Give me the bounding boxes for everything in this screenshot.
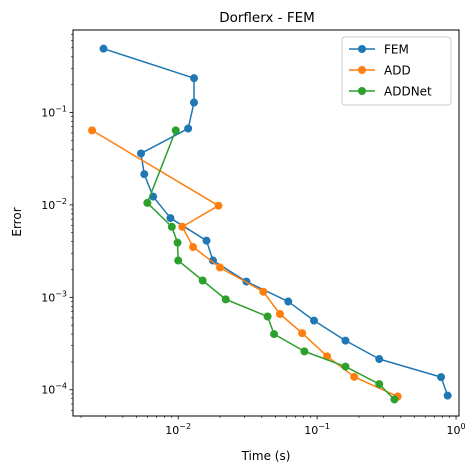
y-axis-label: Error xyxy=(10,207,24,236)
y-tick-label: 10−3 xyxy=(41,289,67,304)
legend-item-fem: FEM xyxy=(349,43,409,57)
data-point-fem xyxy=(136,149,145,158)
legend-label-add: ADD xyxy=(384,64,411,78)
data-point-add xyxy=(214,201,223,210)
data-point-fem xyxy=(202,236,211,245)
legend-item-addnet: ADDNet xyxy=(349,85,432,99)
data-point-addnet xyxy=(263,312,272,321)
data-point-add xyxy=(215,263,224,272)
data-point-fem xyxy=(341,336,350,345)
data-point-addnet xyxy=(375,380,384,389)
x-tick-label: 100 xyxy=(447,422,466,437)
data-point-fem xyxy=(284,297,293,306)
data-point-fem xyxy=(166,214,175,223)
data-point-addnet xyxy=(171,126,180,135)
data-point-fem xyxy=(375,355,384,364)
data-point-add xyxy=(259,287,268,296)
legend-item-add: ADD xyxy=(349,64,411,78)
data-point-addnet xyxy=(341,362,350,371)
data-point-fem xyxy=(443,391,452,400)
data-point-add xyxy=(178,222,187,231)
data-point-fem xyxy=(99,44,108,53)
data-point-fem xyxy=(208,256,217,265)
y-tick-label: 10−4 xyxy=(41,382,67,397)
legend-marker-add xyxy=(358,66,366,74)
legend: FEM ADD ADDNet xyxy=(341,36,452,106)
x-tick-label: 10−2 xyxy=(165,422,191,437)
data-point-addnet xyxy=(173,238,182,247)
data-point-addnet xyxy=(174,256,183,265)
axis-ticks: 10−2 10−1 100 10−4 10−3 10−2 10−1 xyxy=(41,34,466,437)
data-point-fem xyxy=(184,124,193,133)
legend-marker-addnet xyxy=(358,87,366,95)
x-tick-label: 10−1 xyxy=(304,422,330,437)
y-tick-label: 10−1 xyxy=(41,104,67,119)
y-tick-label: 10−2 xyxy=(41,197,67,212)
data-point-add xyxy=(298,329,307,338)
data-point-addnet xyxy=(270,330,279,339)
data-point-add xyxy=(189,243,198,252)
plot-area xyxy=(88,44,452,404)
data-point-addnet xyxy=(167,222,176,231)
data-point-addnet xyxy=(390,395,399,404)
data-point-add xyxy=(350,372,359,381)
data-point-add xyxy=(88,126,97,135)
data-point-fem xyxy=(140,170,149,179)
legend-label-addnet: ADDNet xyxy=(384,85,432,99)
data-point-addnet xyxy=(198,276,207,285)
legend-label-fem: FEM xyxy=(384,43,409,57)
x-axis-label: Time (s) xyxy=(241,449,291,463)
data-point-addnet xyxy=(143,198,152,207)
chart-title: Dorflerx - FEM xyxy=(219,10,315,26)
data-point-addnet xyxy=(221,295,230,304)
data-point-fem xyxy=(310,316,319,325)
series-addnet xyxy=(143,126,399,404)
data-point-fem xyxy=(190,98,199,107)
data-point-fem xyxy=(190,74,199,83)
legend-box xyxy=(341,36,452,106)
legend-marker-fem xyxy=(358,45,366,53)
data-point-add xyxy=(275,309,284,318)
axes-frame xyxy=(72,29,460,417)
data-point-addnet xyxy=(300,347,309,356)
data-point-fem xyxy=(437,373,446,382)
series-fem xyxy=(99,44,452,400)
